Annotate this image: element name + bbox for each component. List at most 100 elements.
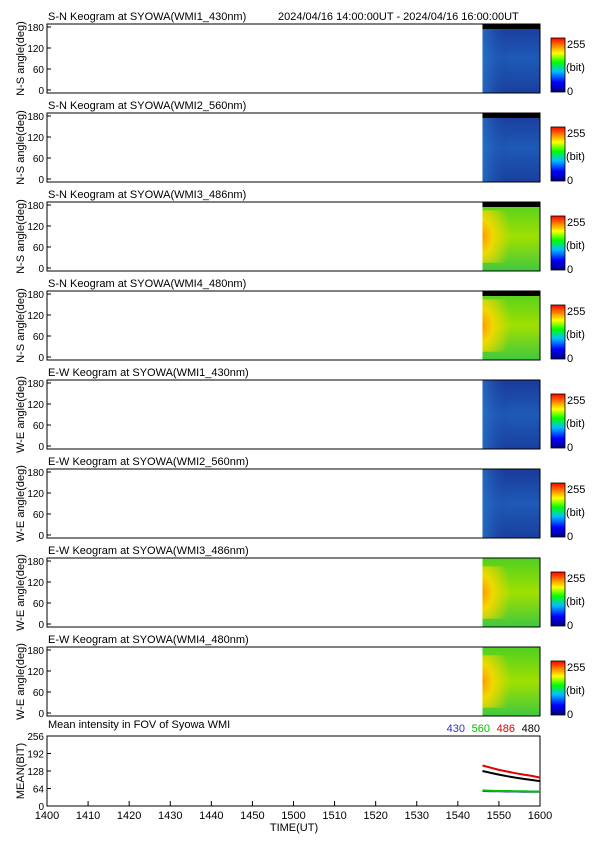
y-tick-label: 192: [27, 750, 44, 761]
legend-entry: 486: [497, 723, 515, 735]
panel-title: S-N Keogram at SYOWA(WMI1_430nm): [48, 11, 246, 23]
colorbar-min-label: 0: [567, 175, 573, 187]
chart-title: Mean intensity in FOV of Syowa WMI: [48, 719, 230, 731]
colorbar-min-label: 0: [567, 442, 573, 454]
keogram-data-brighten: [482, 24, 512, 93]
y-tick-label: 180: [27, 201, 44, 212]
keogram-data-brighten: [482, 469, 512, 538]
colorbar-unit-label: (bit): [566, 329, 585, 341]
y-tick-label: 120: [27, 489, 44, 500]
colorbar-min-label: 0: [567, 86, 573, 98]
colorbar-max-label: 255: [567, 217, 585, 229]
x-tick-label: 1420: [117, 810, 141, 822]
x-tick-label: 1520: [363, 810, 387, 822]
keogram-data-hotspot: [482, 566, 515, 619]
keogram-top-band: [482, 24, 540, 29]
colorbar-max-label: 255: [567, 573, 585, 585]
y-tick-label: 60: [33, 421, 45, 432]
y-tick-label: 0: [38, 709, 44, 720]
panel-frame: [46, 557, 541, 628]
panel-frame: [46, 290, 541, 361]
panel-frame: [46, 201, 541, 272]
colorbar-max-label: 255: [567, 39, 585, 51]
panel-title: E-W Keogram at SYOWA(WMI2_560nm): [48, 456, 249, 468]
x-tick-label: 1450: [240, 810, 264, 822]
y-axis-label: N-S angle(deg): [15, 110, 27, 185]
x-tick-label: 1440: [199, 810, 223, 822]
y-tick-label: 0: [38, 620, 44, 631]
y-tick-label: 120: [27, 667, 44, 678]
x-tick-label: 1510: [322, 810, 346, 822]
y-tick-label: 0: [38, 175, 44, 186]
y-tick-label: 120: [27, 311, 44, 322]
keogram-panel: 180 120 60 0 N-S angle(deg) 255 (bit) 0: [15, 21, 585, 98]
x-tick-label: 1540: [446, 810, 470, 822]
y-tick-label: 180: [27, 379, 44, 390]
y-axis-label: N-S angle(deg): [15, 199, 27, 274]
y-tick-label: 60: [33, 243, 45, 254]
keogram-panel: E-W Keogram at SYOWA(WMI3_486nm) 180 120 60…: [15, 545, 585, 632]
y-tick-label: 0: [38, 531, 44, 542]
keogram-panel: S-N Keogram at SYOWA(WMI3_486nm) 180 120 60…: [15, 189, 585, 276]
keogram-data-brighten: [482, 380, 512, 449]
colorbar-min-label: 0: [567, 620, 573, 632]
y-tick-label: 180: [27, 112, 44, 123]
keogram-panel: S-N Keogram at SYOWA(WMI4_480nm) 180 120 60…: [15, 278, 585, 365]
keogram-panel: S-N Keogram at SYOWA(WMI2_560nm) 180 120 60…: [15, 100, 585, 187]
keogram-data-brighten: [482, 113, 512, 182]
series-line: [482, 770, 541, 783]
colorbar: [550, 126, 566, 182]
x-tick-label: 1410: [76, 810, 100, 822]
colorbar: [550, 660, 566, 716]
y-tick-label: 120: [27, 222, 44, 233]
x-tick-label: 1530: [405, 810, 429, 822]
x-axis-label: TIME(UT): [270, 822, 318, 834]
y-tick-label: 0: [38, 802, 44, 813]
y-tick-label: 180: [27, 557, 44, 568]
y-tick-label: 60: [33, 510, 45, 521]
panel-frame: [46, 379, 541, 450]
y-tick-label: 180: [27, 290, 44, 301]
colorbar: [550, 215, 566, 271]
colorbar: [550, 571, 566, 627]
y-tick-label: 0: [38, 442, 44, 453]
y-tick-label: 120: [27, 133, 44, 144]
y-tick-label: 60: [33, 332, 45, 343]
keogram-top-band: [482, 202, 540, 207]
series-line: [482, 789, 540, 793]
x-tick-label: 1430: [158, 810, 182, 822]
colorbar: [550, 304, 566, 360]
colorbar-unit-label: (bit): [566, 62, 585, 74]
y-tick-label: 180: [27, 468, 44, 479]
y-tick-label: 256: [27, 732, 44, 743]
y-tick-label: 120: [27, 44, 44, 55]
legend-entry: 560: [472, 723, 490, 735]
time-range-label: 2024/04/16 14:00:00UT - 2024/04/16 16:00…: [278, 11, 519, 23]
keogram-panel: E-W Keogram at SYOWA(WMI2_560nm) 180 120 60…: [15, 456, 585, 543]
y-tick-label: 128: [27, 767, 44, 778]
colorbar-unit-label: (bit): [566, 596, 585, 608]
y-tick-label: 60: [33, 688, 45, 699]
y-tick-label: 0: [38, 264, 44, 275]
legend-entry: 430: [447, 723, 465, 735]
panel-frame: [46, 468, 541, 539]
colorbar-min-label: 0: [567, 531, 573, 543]
panel-title: E-W Keogram at SYOWA(WMI1_430nm): [48, 367, 249, 379]
keogram-data-hotspot: [482, 655, 515, 708]
x-tick-label: 1500: [281, 810, 305, 822]
y-axis-label: N-S angle(deg): [15, 21, 27, 96]
colorbar: [550, 393, 566, 449]
colorbar-min-label: 0: [567, 353, 573, 365]
keogram-data-hotspot: [482, 210, 515, 263]
x-tick-label: 1550: [487, 810, 511, 822]
y-tick-label: 0: [38, 86, 44, 97]
legend-entry: 480: [522, 723, 540, 735]
y-tick-label: 60: [33, 599, 45, 610]
colorbar-min-label: 0: [567, 264, 573, 276]
y-tick-label: 60: [33, 154, 45, 165]
colorbar: [550, 482, 566, 538]
panel-title: E-W Keogram at SYOWA(WMI4_480nm): [48, 634, 249, 646]
series-line: [482, 764, 541, 779]
